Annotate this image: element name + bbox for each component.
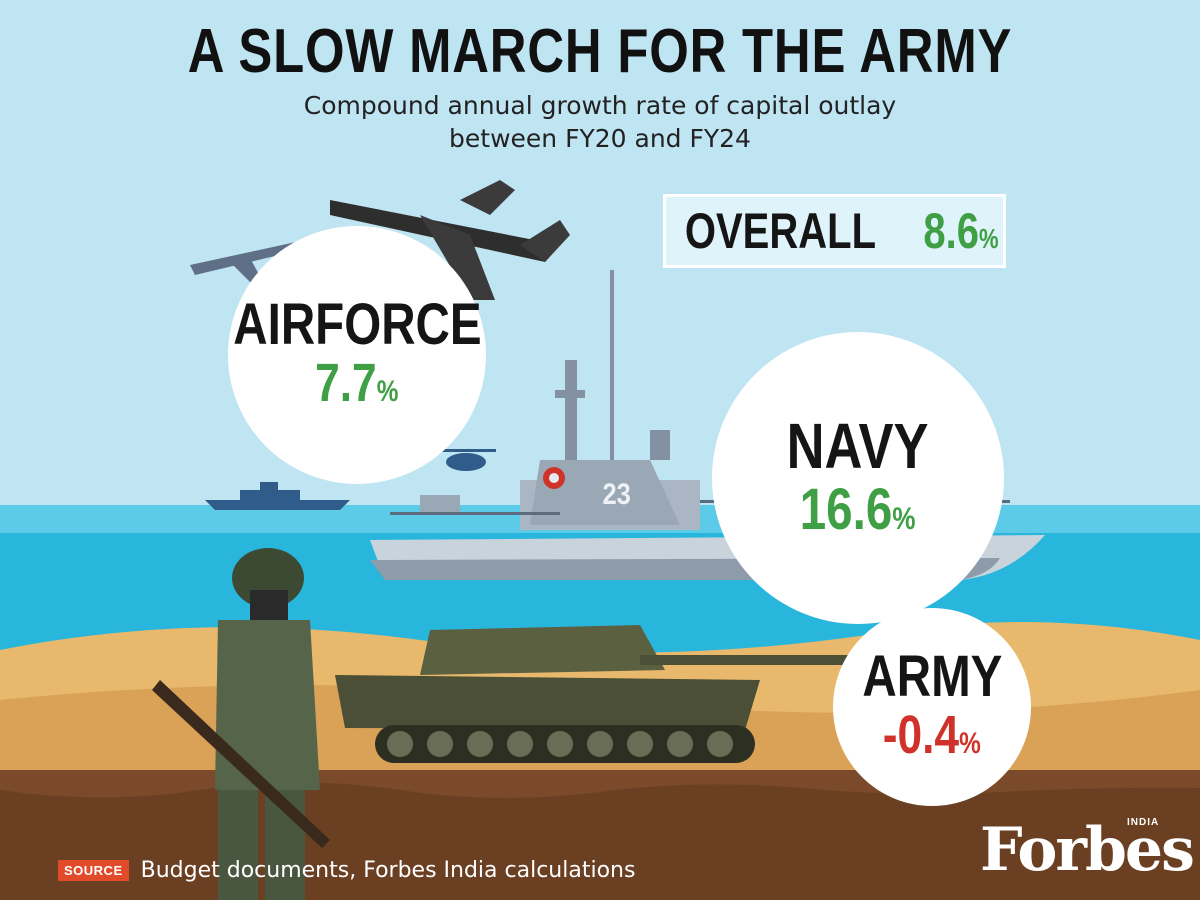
subtitle-line-2: between FY20 and FY24 — [449, 123, 751, 153]
overall-box: OVERALL 8.6% — [663, 194, 1006, 268]
subtitle: Compound annual growth rate of capital o… — [0, 90, 1200, 155]
overall-value: 8.6% — [923, 202, 998, 260]
army-unit: % — [959, 727, 981, 761]
airforce-number: 7.7 — [315, 353, 377, 414]
airforce-unit: % — [376, 375, 399, 409]
navy-value: 16.6% — [800, 478, 916, 542]
subtitle-line-1: Compound annual growth rate of capital o… — [303, 91, 897, 120]
page-title: A SLOW MARCH FOR THE ARMY — [187, 17, 1013, 86]
army-number: -0.4 — [883, 705, 960, 766]
helicopter-icon — [436, 449, 496, 471]
navy-circle: NAVY 16.6% — [712, 332, 1004, 624]
army-circle: ARMY -0.4% — [833, 608, 1031, 806]
airforce-value: 7.7% — [315, 354, 398, 413]
overall-unit: % — [978, 223, 999, 254]
tank-icon — [335, 625, 860, 763]
army-value: -0.4% — [883, 706, 981, 765]
navy-unit: % — [892, 500, 916, 537]
distant-ship-icon — [205, 482, 350, 510]
navy-label: NAVY — [787, 410, 929, 483]
forbes-logo: Forbes — [980, 815, 1195, 885]
ship-hull-number: 23 — [602, 478, 631, 511]
forbes-india-label: INDIA — [1127, 817, 1160, 828]
airforce-label: AIRFORCE — [232, 292, 482, 358]
airforce-circle: AIRFORCE 7.7% — [228, 226, 486, 484]
navy-number: 16.6 — [800, 477, 893, 543]
source-line: SOURCE Budget documents, Forbes India ca… — [58, 858, 635, 883]
fighter-jet-icon — [330, 180, 570, 300]
army-label: ARMY — [861, 644, 1003, 710]
soldier-icon — [152, 548, 330, 900]
source-tag: SOURCE — [58, 860, 129, 881]
overall-number: 8.6 — [923, 203, 979, 259]
source-text: Budget documents, Forbes India calculati… — [140, 858, 636, 883]
overall-label: OVERALL — [684, 203, 877, 259]
